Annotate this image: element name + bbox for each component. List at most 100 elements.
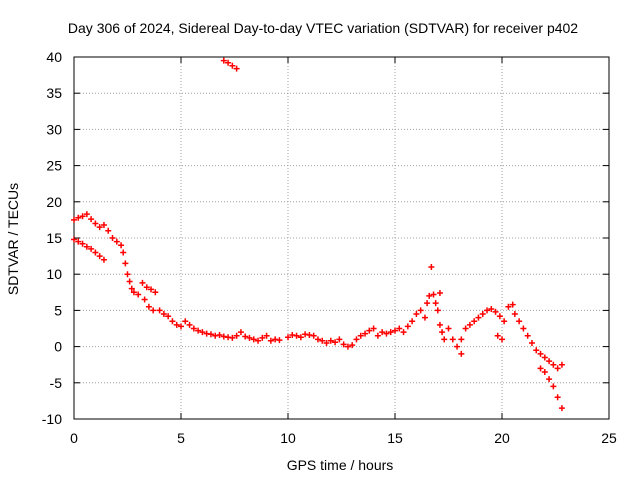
data-point — [148, 286, 155, 293]
data-point — [237, 329, 244, 336]
data-point — [310, 332, 317, 339]
series-isolated-high — [220, 57, 240, 72]
data-point — [233, 65, 240, 72]
series-lower-branch — [71, 236, 107, 263]
y-tick-label: -10 — [42, 411, 62, 427]
data-point — [199, 329, 206, 336]
data-point — [169, 318, 176, 325]
data-point — [449, 336, 456, 343]
data-point — [541, 354, 548, 361]
data-point — [424, 300, 431, 307]
data-point — [462, 325, 469, 332]
data-point — [79, 213, 86, 220]
data-point — [207, 331, 214, 338]
data-point — [79, 240, 86, 247]
data-point — [242, 333, 249, 340]
x-tick-label: 25 — [601, 430, 617, 446]
y-tick-label: 10 — [46, 266, 62, 282]
data-point — [392, 327, 398, 334]
data-point — [466, 321, 473, 328]
data-point — [505, 303, 512, 310]
data-point — [178, 323, 184, 330]
data-point — [83, 211, 90, 218]
y-axis-label: SDTVAR / TECUs — [5, 183, 21, 295]
data-point — [349, 342, 356, 349]
data-point — [417, 307, 424, 314]
data-point — [195, 327, 202, 334]
data-point — [445, 325, 452, 332]
data-point — [88, 245, 95, 252]
data-point — [141, 296, 148, 303]
data-point — [229, 62, 236, 69]
data-point — [182, 318, 189, 325]
y-tick-label: 35 — [46, 85, 62, 101]
data-point — [428, 263, 435, 270]
data-point — [383, 330, 390, 337]
data-point — [285, 334, 291, 341]
data-point — [332, 339, 339, 346]
data-point — [492, 308, 499, 315]
data-point — [124, 271, 131, 278]
x-tick-label: 10 — [280, 430, 296, 446]
data-point — [458, 350, 465, 357]
data-point — [145, 303, 152, 310]
data-point — [293, 332, 300, 339]
data-point — [96, 224, 103, 231]
data-point — [255, 337, 262, 344]
x-axis-label: GPS time / hours — [287, 457, 394, 473]
x-tick-label: 5 — [177, 430, 185, 446]
data-point — [336, 336, 343, 343]
data-point — [432, 300, 439, 307]
x-tick-label: 20 — [494, 430, 510, 446]
data-point — [516, 318, 523, 325]
data-point — [165, 313, 172, 320]
data-point — [550, 383, 557, 390]
data-point — [499, 336, 505, 343]
grid — [73, 56, 610, 420]
data-point — [267, 337, 274, 344]
y-tick-label: 20 — [46, 194, 62, 210]
y-tick-label: 15 — [46, 230, 62, 246]
data-point — [366, 327, 373, 334]
data-point — [152, 289, 159, 296]
data-point — [92, 220, 99, 227]
data-point — [100, 221, 107, 228]
data-point — [276, 337, 283, 344]
data-point — [156, 307, 163, 314]
data-point — [160, 311, 167, 318]
data-point — [105, 227, 112, 234]
data-point — [404, 323, 411, 330]
data-point — [511, 311, 518, 318]
x-tick-label: 15 — [387, 430, 403, 446]
y-tick-label: 0 — [54, 339, 62, 355]
data-point — [216, 332, 223, 339]
data-point — [297, 334, 304, 341]
y-tick-label: 5 — [54, 302, 62, 318]
data-point — [434, 307, 441, 314]
data-point — [396, 325, 403, 332]
x-tick-label: 0 — [70, 430, 78, 446]
data-point — [109, 235, 116, 241]
data-point — [113, 238, 120, 245]
data-point — [554, 365, 561, 372]
data-point — [323, 339, 330, 346]
series-outliers — [428, 263, 505, 357]
data-point — [357, 332, 364, 339]
data-point — [259, 334, 266, 341]
data-point — [100, 256, 107, 263]
data-point — [479, 311, 486, 318]
chart-title: Day 306 of 2024, Sidereal Day-to-day VTE… — [68, 20, 578, 36]
data-point — [541, 368, 548, 375]
data-point — [558, 405, 565, 412]
data-point — [439, 329, 446, 336]
data-point — [554, 394, 561, 401]
data-point — [494, 332, 501, 339]
data-point — [71, 216, 77, 223]
data-point — [143, 284, 150, 291]
data-point — [400, 329, 407, 336]
data-point — [501, 318, 508, 325]
data-point — [92, 249, 99, 256]
data-point — [229, 334, 236, 341]
data-point — [488, 305, 495, 312]
